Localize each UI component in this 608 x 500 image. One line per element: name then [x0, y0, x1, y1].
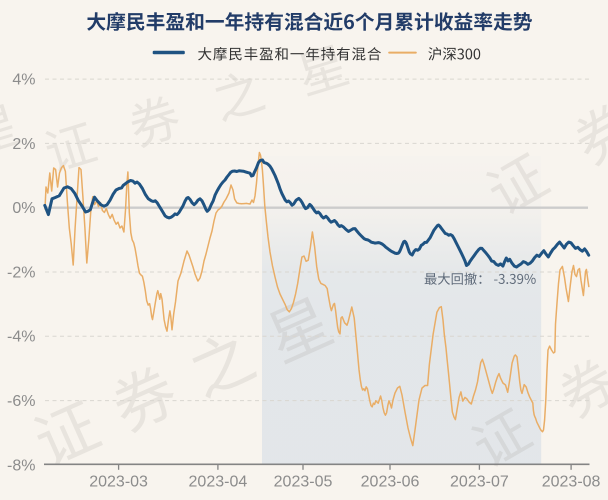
svg-text:-6%: -6%	[7, 393, 35, 410]
svg-text:-2%: -2%	[7, 264, 35, 281]
svg-text:2%: 2%	[12, 136, 35, 153]
svg-text:-4%: -4%	[7, 329, 35, 346]
svg-text:2023-07: 2023-07	[450, 474, 509, 491]
svg-text:2023-05: 2023-05	[274, 474, 333, 491]
svg-text:-8%: -8%	[7, 457, 35, 474]
svg-text:2023-04: 2023-04	[189, 474, 248, 491]
svg-text:2023-08: 2023-08	[542, 474, 601, 491]
svg-text:4%: 4%	[12, 72, 35, 89]
svg-text:0%: 0%	[12, 200, 35, 217]
svg-text:2023-06: 2023-06	[361, 474, 420, 491]
svg-text:2023-03: 2023-03	[89, 474, 148, 491]
